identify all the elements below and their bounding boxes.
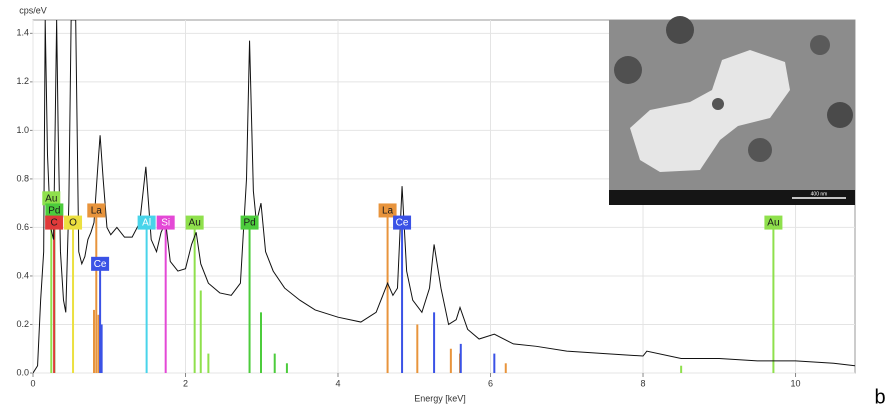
element-label: Pd bbox=[48, 206, 60, 217]
element-label-box bbox=[45, 203, 64, 218]
element-label-box bbox=[91, 256, 110, 271]
panel-label: b bbox=[874, 386, 885, 408]
element-label-box bbox=[393, 215, 412, 230]
y-tick-label: 0.6 bbox=[16, 222, 29, 232]
inset-scale-label: 400 nm bbox=[811, 191, 828, 197]
element-label-box bbox=[156, 215, 175, 230]
x-tick-label: 6 bbox=[488, 378, 493, 388]
y-axis-label: cps/eV bbox=[19, 5, 47, 15]
element-label-box bbox=[378, 203, 397, 218]
inset-particle bbox=[748, 138, 772, 162]
y-tick-label: 0.2 bbox=[16, 319, 29, 329]
inset-sample bbox=[630, 50, 790, 172]
y-tick-label: 0.4 bbox=[16, 270, 29, 280]
element-label-box bbox=[42, 191, 61, 206]
y-tick-label: 1.0 bbox=[16, 125, 29, 135]
element-label: C bbox=[51, 218, 58, 229]
element-label-box bbox=[185, 215, 204, 230]
inset-particle bbox=[810, 35, 830, 55]
element-label: Pd bbox=[243, 218, 255, 229]
element-label: Au bbox=[767, 218, 779, 229]
inset-hole bbox=[712, 98, 724, 110]
element-label-box bbox=[45, 215, 64, 230]
inset-particle bbox=[614, 56, 642, 84]
inset-particle bbox=[827, 102, 853, 128]
element-label: Al bbox=[142, 218, 151, 229]
element-label: Au bbox=[45, 193, 57, 204]
element-label-box bbox=[87, 203, 106, 218]
x-tick-label: 10 bbox=[791, 378, 801, 388]
element-label: La bbox=[91, 206, 103, 217]
inset-info-bar bbox=[609, 190, 855, 205]
inset-particle bbox=[666, 16, 694, 44]
element-label: Au bbox=[189, 218, 201, 229]
element-label: O bbox=[69, 218, 77, 229]
y-tick-label: 0.8 bbox=[16, 173, 29, 183]
x-tick-label: 8 bbox=[641, 378, 646, 388]
element-label: Si bbox=[161, 218, 170, 229]
element-label-box bbox=[240, 215, 259, 230]
spectrum-line bbox=[33, 20, 855, 374]
x-tick-label: 4 bbox=[336, 378, 341, 388]
element-label-box bbox=[137, 215, 156, 230]
element-label: Ce bbox=[396, 218, 409, 229]
element-label-box bbox=[764, 215, 783, 230]
y-tick-label: 0.0 bbox=[16, 367, 29, 377]
element-label-box bbox=[64, 215, 83, 230]
y-tick-label: 1.4 bbox=[16, 28, 29, 38]
element-label: Ce bbox=[94, 259, 107, 270]
y-tick-label: 1.2 bbox=[16, 76, 29, 86]
spectrum bbox=[33, 20, 855, 374]
element-label: La bbox=[382, 206, 394, 217]
x-axis-label: Energy [keV] bbox=[414, 393, 466, 403]
inset-image: 400 nm bbox=[609, 16, 855, 205]
x-tick-label: 2 bbox=[183, 378, 188, 388]
x-tick-label: 0 bbox=[30, 378, 35, 388]
